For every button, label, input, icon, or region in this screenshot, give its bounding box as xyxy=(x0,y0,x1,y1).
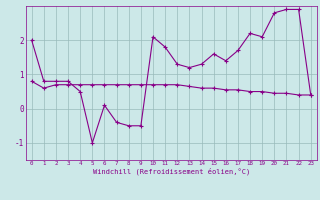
X-axis label: Windchill (Refroidissement éolien,°C): Windchill (Refroidissement éolien,°C) xyxy=(92,168,250,175)
